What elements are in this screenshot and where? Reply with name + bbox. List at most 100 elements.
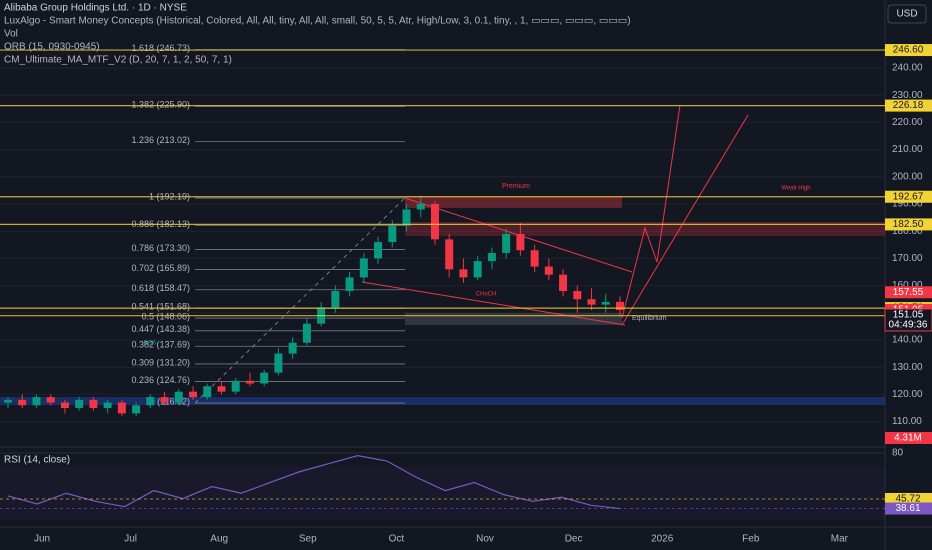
- x-tick-label: Nov: [476, 534, 494, 545]
- y-tick-label: 160.00: [892, 280, 923, 291]
- fib-label: 0.886 (182.13): [131, 219, 190, 229]
- candle-body: [4, 399, 12, 403]
- premium-zone: [405, 196, 622, 208]
- rsi-label: RSI (14, close): [4, 455, 70, 466]
- annotation: Premium: [502, 183, 530, 190]
- rsi-tag-label: 38.61: [895, 503, 920, 514]
- candle-body: [203, 386, 212, 398]
- y-tick-label: 200.00: [892, 171, 923, 182]
- annotation: CHoCH: [476, 292, 497, 298]
- currency[interactable]: USD: [896, 9, 917, 20]
- candle-body: [132, 405, 141, 414]
- y-tick-label: 210.00: [892, 144, 923, 155]
- candle-body: [260, 372, 269, 384]
- candle-body: [416, 203, 425, 210]
- price-tag-label: 182.50: [893, 219, 924, 230]
- volume-tag: [885, 432, 932, 444]
- volume-label: 4.31M: [894, 433, 922, 444]
- projection-path: [621, 104, 681, 319]
- price-tag: [885, 286, 932, 299]
- fib-label: 0.786 (173.30): [131, 243, 190, 253]
- candle-body: [374, 242, 383, 259]
- demand-zone: [0, 397, 885, 405]
- y-tick-label: 230.00: [892, 90, 923, 101]
- candle-body: [445, 239, 454, 270]
- candle-body: [359, 258, 368, 278]
- y-tick-label: 180.00: [892, 226, 923, 237]
- candle-body: [544, 266, 553, 275]
- price-tag-label: 246.60: [893, 45, 924, 56]
- projection-line: [621, 114, 749, 326]
- candle-body: [516, 233, 525, 251]
- candle-body: [146, 397, 155, 406]
- candle-body: [302, 323, 311, 343]
- y-tick-label: 190.00: [892, 199, 923, 210]
- candle-body: [473, 261, 482, 278]
- candle-body: [331, 291, 340, 308]
- candle-body: [245, 380, 254, 384]
- candle-body: [89, 399, 98, 408]
- x-tick-label: Feb: [742, 534, 760, 545]
- candle-body: [430, 203, 439, 240]
- fib-trend: [194, 197, 406, 404]
- candle-body: [160, 397, 169, 403]
- fib-label: 0.382 (137.69): [131, 340, 190, 350]
- x-tick-label: Mar: [831, 534, 849, 545]
- candle-body: [117, 402, 126, 414]
- y-tick-label: 220.00: [892, 117, 923, 128]
- currency-button[interactable]: [887, 4, 927, 24]
- indicator: CM_Ultimate_MA_MTF_V2 (D, 20, 7, 1, 2, 5…: [4, 55, 232, 66]
- y-tick-label: 110.00: [892, 416, 922, 427]
- candle-body: [345, 277, 354, 292]
- annotation: Weak High: [781, 186, 810, 192]
- candle-body: [616, 301, 624, 311]
- fib-label: 0.236 (124.76): [131, 375, 190, 385]
- candle-body: [46, 397, 55, 403]
- fib-label: 1.382 (225.90): [131, 100, 190, 110]
- annotation: Equilibrium: [632, 315, 667, 322]
- last-price: 151.05: [893, 310, 924, 321]
- candle-body: [32, 397, 41, 406]
- candle-body: [530, 250, 539, 267]
- fib-label: 0 (116.82): [150, 396, 190, 406]
- x-tick-label: Jun: [34, 534, 50, 545]
- candle-body: [60, 402, 69, 408]
- annotation: BOS: [144, 341, 157, 347]
- channel-bottom: [361, 281, 626, 326]
- price-tag-label: 192.67: [893, 191, 924, 202]
- candle-body: [459, 269, 468, 278]
- fib-label: 0.309 (131.20): [131, 357, 190, 367]
- y-tick-label: 130.00: [892, 362, 923, 373]
- price-tag: [885, 190, 932, 203]
- candle-body: [217, 386, 226, 392]
- candle-body: [75, 399, 84, 408]
- fib-label: 1.618 (246.73): [131, 43, 190, 53]
- rsi-band: [0, 466, 885, 521]
- candle-body: [18, 399, 27, 406]
- fib-label: 1.236 (213.02): [131, 135, 190, 145]
- candle-body: [274, 353, 283, 373]
- candle-body: [231, 380, 240, 392]
- rsi-tag-label: 45.72: [895, 494, 920, 505]
- fib-label: 0.702 (165.89): [131, 263, 190, 273]
- title: Alibaba Group Holdings Ltd. · 1D · NYSE: [4, 3, 187, 14]
- countdown: 04:49:36: [889, 320, 928, 331]
- candle-body: [288, 342, 297, 354]
- y-tick-label: 140.00: [892, 335, 923, 346]
- y-tick-label: 120.00: [892, 389, 923, 400]
- x-tick-label: Jul: [124, 534, 137, 545]
- y-tick-label: 170.00: [892, 253, 923, 264]
- candle-body: [587, 299, 596, 305]
- candle-body: [573, 291, 582, 300]
- rsi-tag: [885, 502, 932, 515]
- x-tick-label: Dec: [565, 534, 583, 545]
- x-tick-label: Aug: [210, 534, 228, 545]
- indicator: Vol: [4, 29, 18, 40]
- rsi-tick-label: 80: [892, 448, 904, 459]
- fib-label: 0.447 (143.38): [131, 324, 190, 334]
- candle-body: [388, 225, 397, 243]
- candle-body: [601, 301, 610, 305]
- price-tag: [885, 44, 932, 57]
- candle-body: [559, 274, 568, 292]
